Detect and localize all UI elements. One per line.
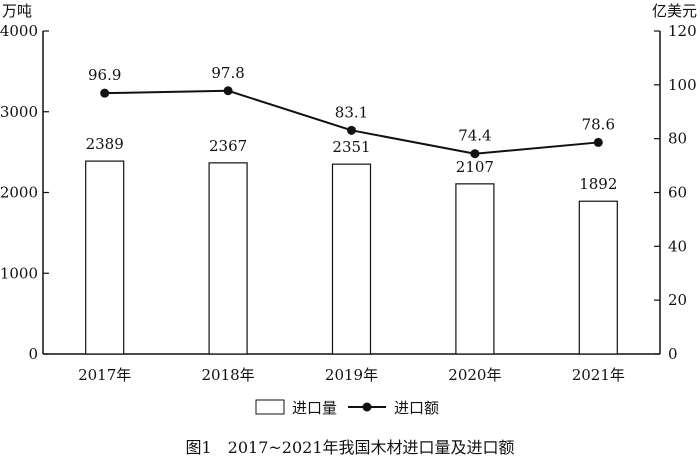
x-tick-label: 2019年 <box>325 366 378 384</box>
x-tick-label: 2017年 <box>78 366 131 384</box>
line-point <box>223 86 233 96</box>
legend-bar-swatch <box>255 399 285 415</box>
right-axis-ticks: 0 20 40 60 80 100 120 <box>654 22 697 363</box>
right-tick-label: 100 <box>668 76 697 94</box>
bar <box>331 163 372 355</box>
bar-data-label: 2107 <box>456 158 494 176</box>
x-tick-label: 2021年 <box>572 366 625 384</box>
left-tick-label: 2000 <box>0 184 38 202</box>
legend: 进口量 进口额 <box>255 399 439 417</box>
legend-line-marker <box>362 402 372 412</box>
line-point <box>100 88 110 98</box>
right-axis-title: 亿美元 <box>652 2 697 20</box>
line-data-label: 83.1 <box>335 103 368 121</box>
line-point <box>470 149 480 159</box>
bar-data-label: 1892 <box>579 175 617 193</box>
line-data-label: 96.9 <box>88 66 121 84</box>
bar <box>208 162 248 355</box>
bar <box>85 160 125 355</box>
x-axis-ticks: 2017年 2018年 2019年 2020年 2021年 <box>78 366 625 384</box>
bar-series: 2389 2367 2351 2107 1892 <box>85 135 618 355</box>
left-tick-label: 3000 <box>0 103 38 121</box>
right-tick-label: 0 <box>668 345 678 363</box>
bar <box>455 183 495 355</box>
line-point <box>347 125 356 135</box>
line-data-label: 78.6 <box>582 115 615 133</box>
left-axis-ticks: 0 1000 2000 3000 4000 <box>0 22 49 363</box>
right-tick-label: 20 <box>668 291 687 309</box>
left-tick-label: 4000 <box>0 22 38 40</box>
line-series: 96.9 97.8 83.1 74.4 78.6 <box>88 64 615 159</box>
line-point <box>593 137 603 147</box>
line-data-label: 97.8 <box>211 64 244 82</box>
legend-bar-label: 进口量 <box>292 399 337 417</box>
chart-caption: 图1 2017~2021年我国木材进口量及进口额 <box>185 438 514 457</box>
legend-line-label: 进口额 <box>394 399 439 417</box>
left-tick-label: 1000 <box>0 264 38 282</box>
right-tick-label: 40 <box>668 237 687 255</box>
bar-data-label: 2351 <box>332 138 370 156</box>
right-tick-label: 120 <box>668 22 697 40</box>
left-axis-title: 万吨 <box>2 2 32 20</box>
left-tick-label: 0 <box>28 345 38 363</box>
right-tick-label: 80 <box>668 130 687 148</box>
line-data-label: 74.4 <box>458 127 491 145</box>
bar-data-label: 2389 <box>86 135 124 153</box>
x-tick-label: 2020年 <box>448 366 501 384</box>
bar <box>578 200 618 355</box>
right-tick-label: 60 <box>668 184 687 202</box>
x-tick-label: 2018年 <box>202 366 255 384</box>
bar-data-label: 2367 <box>209 137 247 155</box>
